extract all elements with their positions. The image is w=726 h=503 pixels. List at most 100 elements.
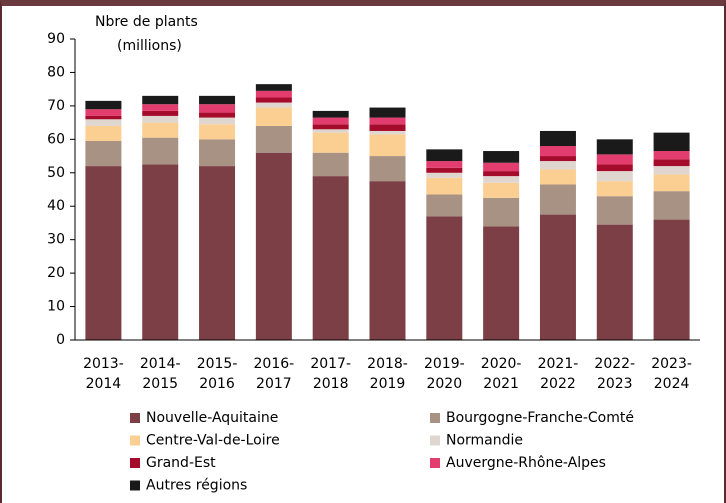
bar-segment [199, 166, 236, 340]
y-tick-label: 40 [47, 198, 65, 214]
bar-segment [653, 132, 690, 152]
y-axis-title: (millions) [117, 38, 182, 54]
y-tick-label: 60 [47, 131, 65, 147]
bar-segment [255, 97, 292, 103]
bar-segment [426, 167, 463, 173]
x-tick-label: 2018-2019 [367, 356, 408, 392]
x-tick-label: 2020-2021 [480, 356, 522, 392]
bar-segment [85, 109, 122, 116]
legend-label: Grand-Est [146, 455, 216, 471]
bar-segment [653, 151, 690, 160]
bar-segment [199, 117, 236, 125]
bar-segment [255, 84, 292, 91]
bar-segment [255, 152, 292, 340]
bar-segment [483, 171, 520, 177]
bar-segment [653, 166, 690, 175]
legend-swatch [430, 413, 440, 423]
bar-segment [426, 161, 463, 168]
x-tick-label: 2014-2015 [139, 356, 181, 392]
bar-segment [653, 191, 690, 220]
bar-segment [142, 95, 179, 105]
bar-segment [596, 164, 633, 172]
y-tick-label: 30 [47, 232, 65, 248]
legend-label: Nouvelle-Aquitaine [146, 410, 278, 426]
bar-segment [539, 130, 576, 147]
bar-segment [369, 156, 406, 182]
bar-segment [539, 184, 576, 215]
x-tick-label: 2015-2016 [196, 356, 238, 392]
bar-segment [142, 164, 179, 340]
y-tick-label: 50 [47, 165, 65, 181]
bar-segment [199, 112, 236, 118]
y-axis-title: Nbre de plants [95, 14, 198, 30]
legend-label: Normandie [446, 433, 523, 449]
bar-segment [426, 172, 463, 178]
bar-segment [426, 149, 463, 162]
bar-segment [255, 125, 292, 153]
bar-segment [142, 137, 179, 165]
bar-segment [596, 224, 633, 340]
legend-swatch [130, 435, 140, 446]
bar-segment [199, 139, 236, 167]
bar-segment [483, 176, 520, 183]
x-tick-label: 2013-2014 [83, 356, 124, 392]
bar-segment [255, 107, 292, 126]
legend-swatch [130, 413, 140, 423]
bar-segment [312, 152, 349, 177]
bar-segment [539, 146, 576, 157]
bar-segment [312, 117, 349, 125]
bar-segment [369, 124, 406, 131]
y-tick-label: 10 [47, 299, 65, 315]
legend-label: Auvergne-Rhône-Alpes [446, 455, 606, 471]
bar-segment [312, 176, 349, 340]
x-tick-label: 2019-2020 [423, 356, 465, 392]
bar-segment [539, 161, 576, 170]
bar-segment [312, 132, 349, 153]
bar-segment [483, 197, 520, 227]
bar-segment [483, 151, 520, 163]
bar-segment [369, 117, 406, 125]
bar-segment [142, 110, 179, 116]
bar-segment [312, 110, 349, 118]
bar-segment [85, 166, 122, 340]
legend-swatch [130, 458, 140, 468]
legend-label: Bourgogne-Franche-Comté [446, 410, 634, 426]
legend-swatch [130, 480, 140, 491]
bar-segment [312, 129, 349, 133]
bar-segment [199, 104, 236, 113]
y-tick-label: 0 [56, 332, 65, 348]
bar-segment [653, 159, 690, 167]
bar-segment [596, 196, 633, 225]
x-tick-label: 2023-2024 [651, 356, 692, 392]
bar-segment [596, 139, 633, 155]
x-tick-label: 2016-2017 [253, 356, 295, 392]
bar-segment [85, 115, 122, 120]
x-tick-label: 2021-2022 [537, 356, 579, 392]
bar-segment [142, 115, 179, 123]
bar-segment [199, 124, 236, 140]
y-tick-label: 70 [47, 98, 65, 114]
legend-label: Centre-Val-de-Loire [146, 433, 280, 449]
legend-label: Autres régions [146, 478, 247, 494]
bar-segment [369, 134, 406, 157]
bar-segment [369, 130, 406, 135]
bar-segment [653, 174, 690, 192]
bar-segment [483, 182, 520, 198]
bar-segment [596, 154, 633, 165]
bar-segment [596, 171, 633, 182]
bar-segment [426, 194, 463, 217]
y-tick-label: 80 [47, 64, 65, 80]
bar-segment [85, 125, 122, 142]
bar-segment [539, 214, 576, 340]
bar-segment [85, 100, 122, 110]
bar-segment [142, 122, 179, 138]
x-tick-label: 2017-2018 [310, 356, 352, 392]
bar-segment [426, 177, 463, 195]
bar-segment [142, 104, 179, 111]
bar-segment [85, 141, 122, 167]
bar-segment [426, 216, 463, 340]
bar-segment [85, 119, 122, 126]
y-tick-label: 20 [47, 265, 65, 281]
bar-segment [596, 181, 633, 197]
legend-swatch [430, 458, 440, 468]
